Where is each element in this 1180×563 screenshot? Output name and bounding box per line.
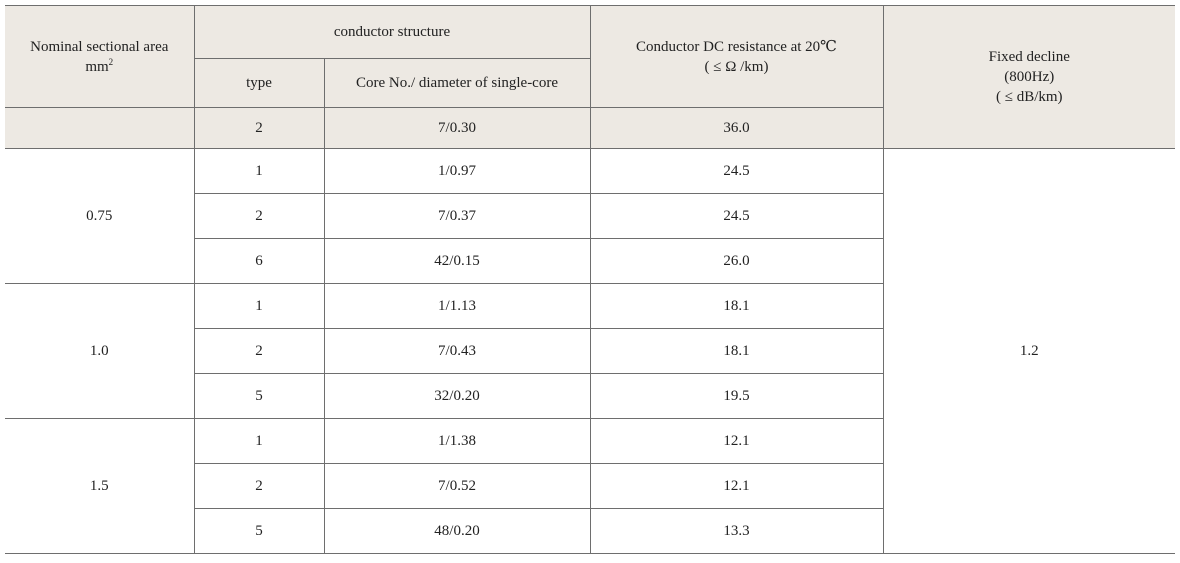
type-cell: 2 bbox=[193, 193, 325, 239]
core-cell: 1/1.38 bbox=[323, 418, 591, 464]
core-cell: 1/1.13 bbox=[323, 283, 591, 329]
area-cell: 0.75 bbox=[5, 148, 195, 284]
fixed-decline-header-line3: ( ≤ dB/km) bbox=[995, 89, 1063, 105]
area-cell: 1.5 bbox=[5, 418, 195, 554]
core-cell: 7/0.30 bbox=[323, 107, 591, 149]
type-header: type bbox=[193, 58, 325, 108]
type-cell: 5 bbox=[193, 373, 325, 419]
resistance-cell: 12.1 bbox=[589, 418, 884, 464]
fixed-decline-header-line1: Fixed decline bbox=[988, 49, 1070, 65]
fixed-decline-header-line2: (800Hz) bbox=[1004, 69, 1055, 85]
resistance-header-line2: ( ≤ Ω /km) bbox=[704, 58, 769, 75]
core-cell: 32/0.20 bbox=[323, 373, 591, 419]
nominal-area-header-line1: Nominal sectional area bbox=[30, 38, 169, 55]
conductor-structure-header: conductor structure bbox=[193, 5, 591, 59]
type-cell: 2 bbox=[193, 328, 325, 374]
core-cell: 1/0.97 bbox=[323, 148, 591, 194]
area-cell: 1.0 bbox=[5, 283, 195, 419]
type-cell: 6 bbox=[193, 238, 325, 284]
fixed-decline-header: Fixed decline (800Hz) ( ≤ dB/km) bbox=[882, 5, 1175, 149]
type-cell: 2 bbox=[193, 107, 325, 149]
resistance-header: Conductor DC resistance at 20℃ ( ≤ Ω /km… bbox=[589, 5, 884, 108]
type-cell: 1 bbox=[193, 283, 325, 329]
core-cell: 48/0.20 bbox=[323, 508, 591, 554]
fixed-decline-value: 1.2 bbox=[882, 148, 1175, 554]
type-cell: 1 bbox=[193, 418, 325, 464]
core-cell: 42/0.15 bbox=[323, 238, 591, 284]
header-blank-cell bbox=[5, 107, 195, 149]
type-cell: 2 bbox=[193, 463, 325, 509]
resistance-cell: 18.1 bbox=[589, 283, 884, 329]
resistance-cell: 24.5 bbox=[589, 148, 884, 194]
resistance-cell: 18.1 bbox=[589, 328, 884, 374]
nominal-area-header-unit: mm2 bbox=[85, 56, 114, 75]
resistance-cell: 24.5 bbox=[589, 193, 884, 239]
resistance-cell: 36.0 bbox=[589, 107, 884, 149]
resistance-cell: 12.1 bbox=[589, 463, 884, 509]
resistance-cell: 13.3 bbox=[589, 508, 884, 554]
type-cell: 5 bbox=[193, 508, 325, 554]
core-cell: 7/0.37 bbox=[323, 193, 591, 239]
resistance-cell: 26.0 bbox=[589, 238, 884, 284]
nominal-area-header: Nominal sectional area mm2 bbox=[5, 5, 195, 108]
conductor-spec-table: Nominal sectional area mm2 conductor str… bbox=[5, 5, 1175, 554]
core-no-header: Core No./ diameter of single-core bbox=[323, 58, 591, 108]
resistance-header-line1: Conductor DC resistance at 20℃ bbox=[636, 38, 837, 55]
resistance-cell: 19.5 bbox=[589, 373, 884, 419]
type-cell: 1 bbox=[193, 148, 325, 194]
core-cell: 7/0.43 bbox=[323, 328, 591, 374]
core-cell: 7/0.52 bbox=[323, 463, 591, 509]
